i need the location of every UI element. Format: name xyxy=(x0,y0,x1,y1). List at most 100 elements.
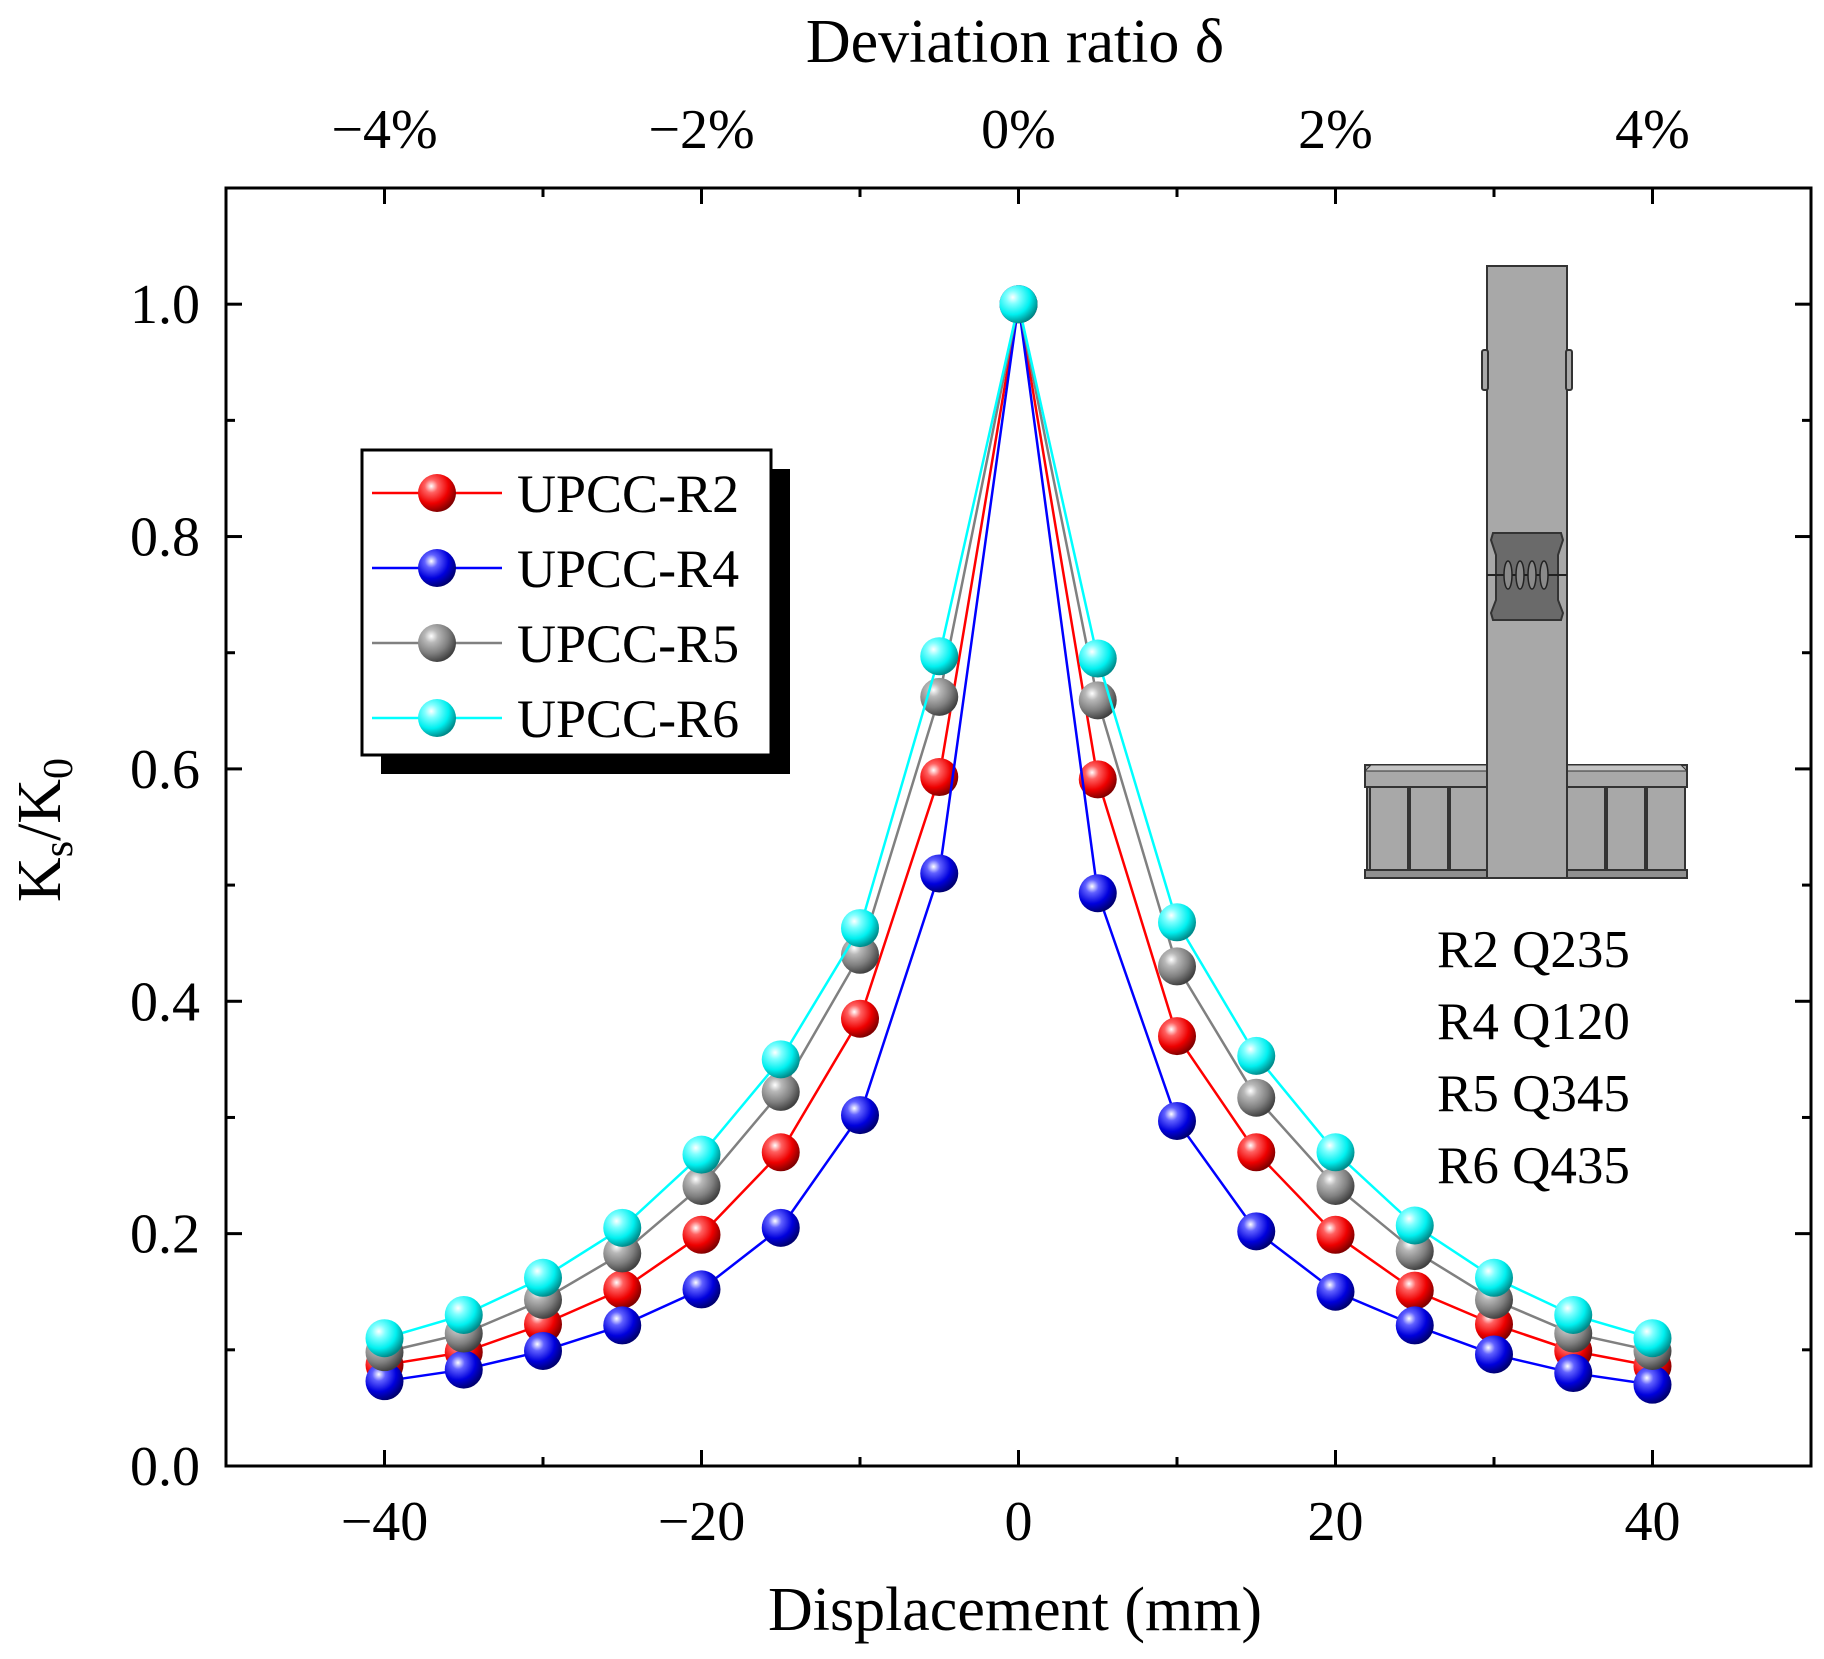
x-tick-label: 20 xyxy=(1308,1491,1364,1553)
legend-label: UPCC-R5 xyxy=(517,614,739,674)
data-point xyxy=(1158,903,1196,942)
top-axis-title: Deviation ratio δ xyxy=(806,8,1224,76)
data-point xyxy=(365,1362,404,1401)
data-point xyxy=(1078,874,1117,913)
data-point xyxy=(603,1306,642,1345)
inset-column-bracket-left xyxy=(1481,349,1489,391)
y-axis-title-sub2: 0 xyxy=(36,758,82,779)
data-point xyxy=(920,637,959,676)
data-point xyxy=(1237,1212,1276,1251)
annotation-line: R2 Q235 xyxy=(1437,921,1630,979)
data-point xyxy=(841,999,879,1038)
top-tick-label: 4% xyxy=(1615,99,1690,161)
data-point xyxy=(444,1350,483,1389)
inset-base-stiffener xyxy=(1409,786,1449,871)
y-tick-label: 0.6 xyxy=(130,739,200,801)
material-annotation: R2 Q235 R4 Q120 R5 Q345 R6 Q435 xyxy=(1437,921,1630,1195)
y-axis-title: Ks/K0 xyxy=(6,758,82,902)
data-point xyxy=(1316,1272,1355,1311)
legend-item: UPCC-R6 xyxy=(372,689,739,749)
legend-item: UPCC-R5 xyxy=(372,614,739,674)
data-point xyxy=(1633,1365,1672,1404)
data-point xyxy=(682,1270,721,1309)
top-tick-label: 0% xyxy=(981,99,1056,161)
x-axis-title: Displacement (mm) xyxy=(768,1576,1262,1644)
y-tick-label: 0.2 xyxy=(130,1204,200,1266)
data-point xyxy=(682,1167,721,1206)
top-tick-label: −4% xyxy=(331,99,437,161)
legend-marker xyxy=(418,699,456,737)
data-point xyxy=(1158,1101,1196,1140)
data-point xyxy=(761,1040,800,1079)
data-point xyxy=(1316,1167,1355,1206)
data-point xyxy=(1554,1295,1593,1334)
data-point xyxy=(920,758,959,797)
x-tick-label: −20 xyxy=(658,1491,746,1553)
data-point xyxy=(761,1072,800,1111)
inset-base-stiffener xyxy=(1566,786,1606,871)
data-point xyxy=(1475,1335,1513,1374)
legend-marker xyxy=(418,474,456,512)
legend-marker xyxy=(418,549,456,587)
data-point xyxy=(841,909,879,948)
x-tick-label: 40 xyxy=(1625,1491,1681,1553)
specimen-inset xyxy=(1363,265,1689,879)
legend-item: UPCC-R2 xyxy=(372,464,739,524)
data-point xyxy=(920,677,959,716)
data-point xyxy=(999,285,1038,324)
x-tick-label: 0 xyxy=(1005,1491,1033,1553)
data-point xyxy=(1395,1306,1434,1345)
annotation-line: R4 Q120 xyxy=(1437,993,1630,1051)
data-point xyxy=(603,1208,642,1247)
data-point xyxy=(1475,1258,1513,1297)
legend-label: UPCC-R4 xyxy=(517,539,739,599)
inset-base-stiffener xyxy=(1449,786,1489,871)
data-point xyxy=(365,1319,404,1358)
data-point xyxy=(1237,1078,1276,1117)
inset-column-bracket-right xyxy=(1565,349,1573,391)
legend-item: UPCC-R4 xyxy=(372,539,739,599)
y-tick-label: 0.8 xyxy=(130,507,200,569)
legend-items: UPCC-R2 UPCC-R4 UPCC-R5 UPCC-R6 xyxy=(372,464,739,749)
inset-connector-hole xyxy=(1515,560,1525,590)
data-point xyxy=(1078,639,1117,678)
x-tick-label: −40 xyxy=(341,1491,429,1553)
axis-tick-labels: −40 −20 0 20 40 −4% −2% 0% 2% 4% 0.0 0.2 0.4 0.6 0.8 1.… xyxy=(130,99,1690,1553)
axis-ticks xyxy=(224,188,1813,1468)
data-point xyxy=(1237,1133,1276,1172)
top-tick-label: −2% xyxy=(648,99,754,161)
data-point xyxy=(603,1270,642,1309)
y-tick-label: 0.0 xyxy=(130,1436,200,1498)
y-tick-label: 0.4 xyxy=(130,971,200,1033)
data-point xyxy=(1316,1133,1355,1172)
inset-base-stiffener xyxy=(1606,786,1646,871)
annotation-line: R6 Q435 xyxy=(1437,1137,1630,1195)
y-tick-label: 1.0 xyxy=(130,274,200,336)
legend-marker xyxy=(418,624,456,662)
data-point xyxy=(761,1208,800,1247)
data-point xyxy=(1078,760,1117,799)
data-point xyxy=(1158,947,1196,986)
data-point xyxy=(1158,1017,1196,1056)
inset-base-stiffener xyxy=(1646,786,1686,871)
data-point xyxy=(1395,1206,1434,1245)
data-point xyxy=(761,1133,800,1172)
series-upcc-r6 xyxy=(365,285,1672,1358)
data-point xyxy=(682,1135,721,1174)
top-tick-label: 2% xyxy=(1298,99,1373,161)
y-axis-title-sub1: s xyxy=(36,841,82,857)
annotation-line: R5 Q345 xyxy=(1437,1065,1630,1123)
inset-connector-hole xyxy=(1539,560,1549,590)
inset-connector-hole xyxy=(1503,560,1513,590)
data-point xyxy=(1316,1215,1355,1254)
inset-base-stiffener xyxy=(1369,786,1409,871)
data-point xyxy=(524,1331,562,1370)
legend-label: UPCC-R6 xyxy=(517,689,739,749)
data-point xyxy=(1633,1319,1672,1358)
legend: UPCC-R2 UPCC-R4 UPCC-R5 UPCC-R6 xyxy=(360,448,790,774)
series-group xyxy=(365,285,1672,1404)
data-point xyxy=(444,1295,483,1334)
data-point xyxy=(1554,1354,1593,1393)
inset-connector xyxy=(1489,532,1565,621)
